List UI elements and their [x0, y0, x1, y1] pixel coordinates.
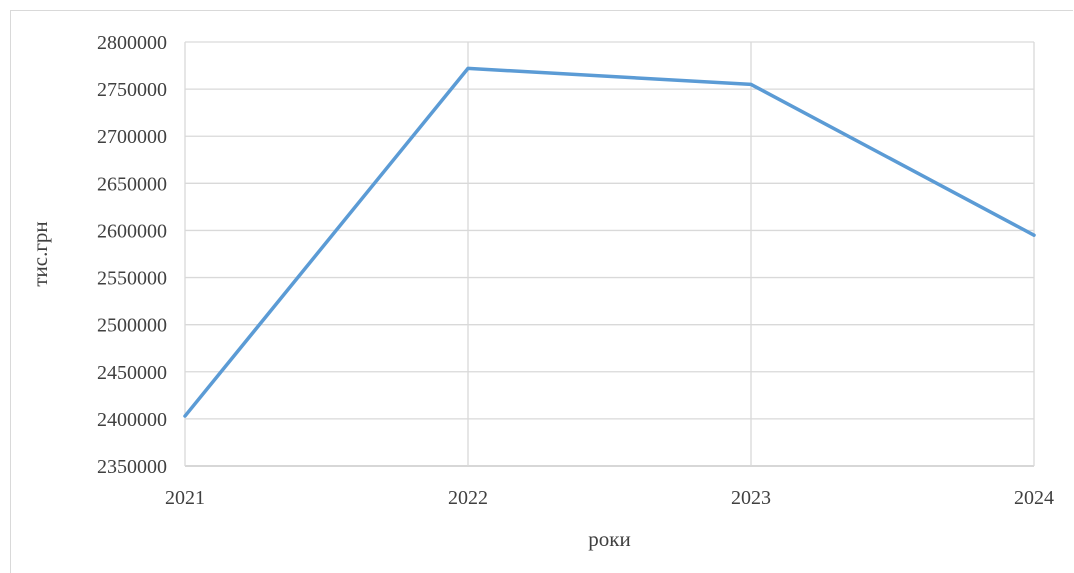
gridlines	[184, 41, 1035, 467]
data-point	[749, 82, 753, 86]
y-tick-label: 2700000	[97, 126, 167, 148]
y-axis-title: тис.грн	[28, 221, 52, 286]
x-tick-label: 2024	[1014, 487, 1054, 509]
y-tick-label: 2450000	[97, 362, 167, 384]
chart-frame	[10, 10, 1073, 573]
x-axis-title: роки	[588, 527, 630, 551]
x-tick-label: 2021	[165, 487, 205, 509]
data-point	[466, 66, 470, 70]
data-point	[183, 414, 187, 418]
y-tick-label: 2750000	[97, 79, 167, 101]
x-tick-labels: 2021 2022 2023 2024	[165, 487, 1054, 509]
y-tick-label: 2650000	[97, 173, 167, 195]
y-tick-label: 2400000	[97, 409, 167, 431]
y-tick-labels: 2350000 2400000 2450000 2500000 2550000 26000…	[97, 32, 167, 478]
data-point	[1032, 233, 1036, 237]
series-group	[183, 66, 1036, 418]
y-tick-label: 2600000	[97, 220, 167, 242]
x-tick-label: 2023	[731, 487, 771, 509]
y-tick-label: 2500000	[97, 315, 167, 337]
series-line	[183, 66, 1036, 418]
y-tick-label: 2800000	[97, 32, 167, 54]
y-tick-label: 2550000	[97, 268, 167, 290]
x-tick-label: 2022	[448, 487, 488, 509]
y-tick-label: 2350000	[97, 456, 167, 478]
